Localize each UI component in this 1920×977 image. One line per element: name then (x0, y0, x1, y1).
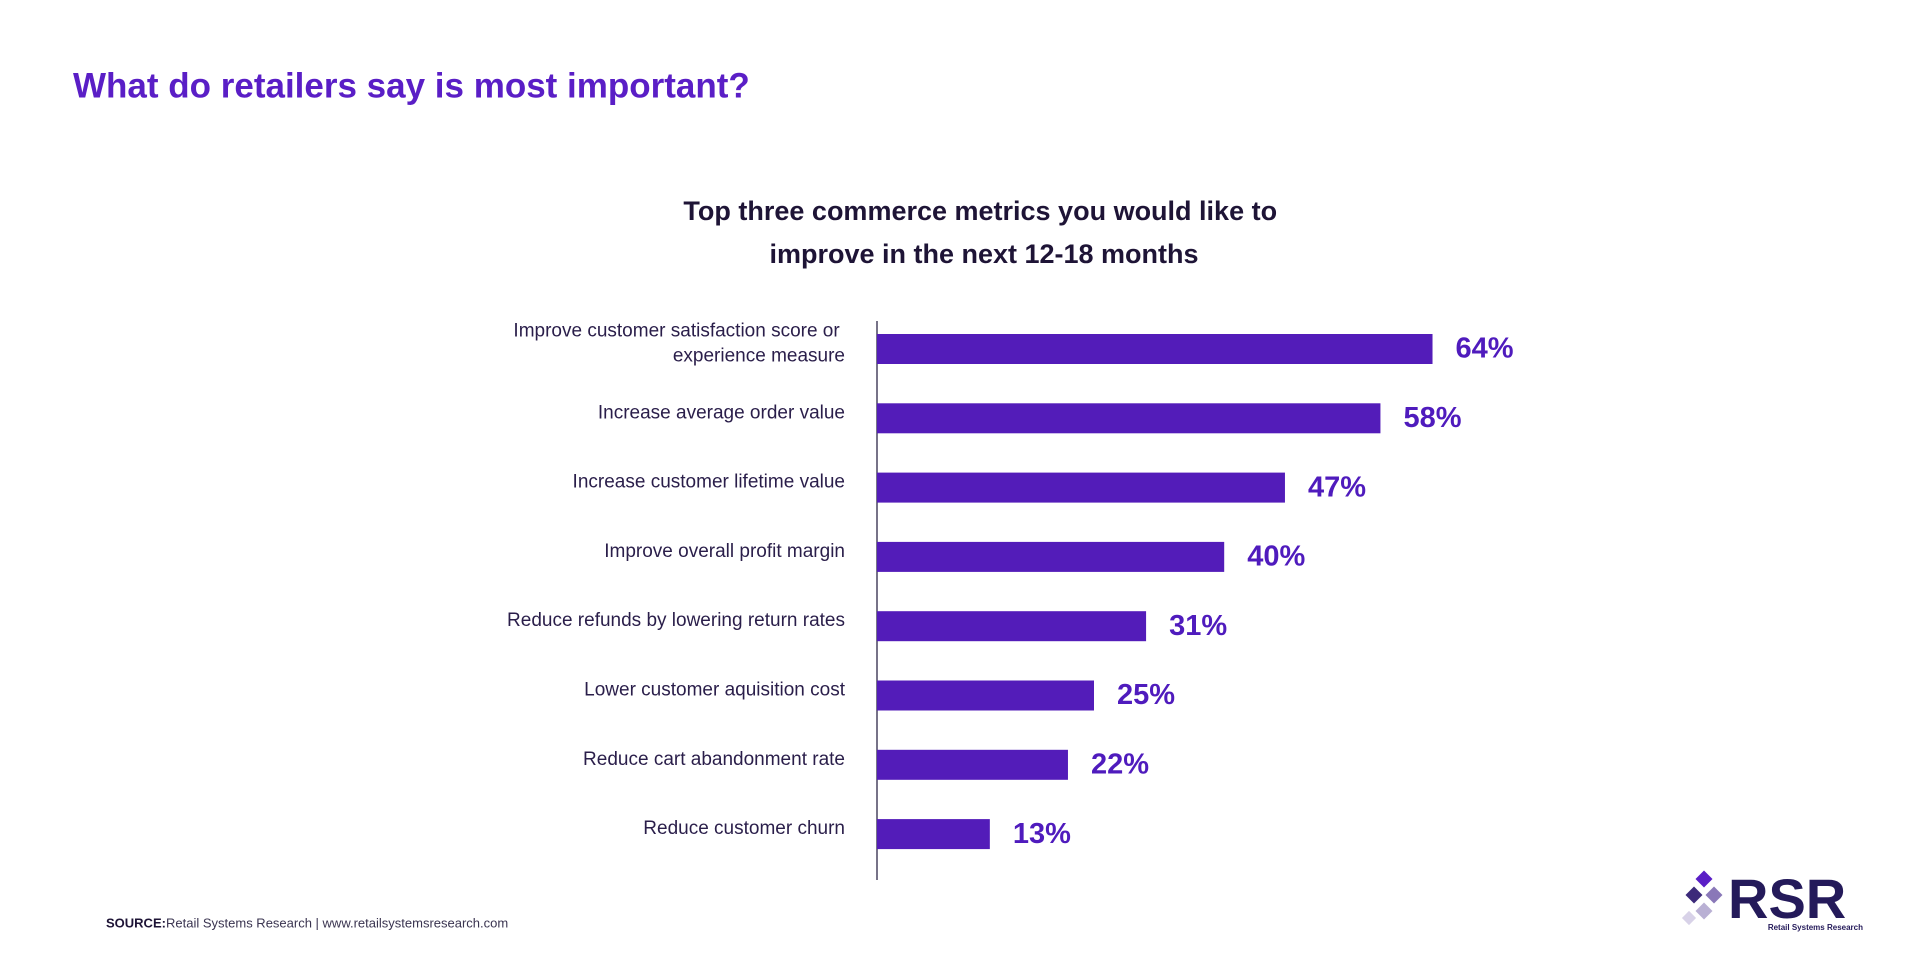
value-label: 58% (1403, 402, 1461, 434)
bar (877, 541, 1225, 572)
logo: RSR Retail Systems Research (1681, 867, 1863, 932)
logo-shape (1705, 886, 1723, 904)
category-label: Increase average order value (598, 402, 845, 423)
bar (877, 749, 1068, 780)
value-label: 25% (1117, 679, 1175, 711)
logo-shape (1695, 902, 1713, 920)
value-label: 22% (1091, 748, 1149, 780)
category-label: Improve overall profit margin (604, 541, 845, 562)
category-label: Reduce refunds by lowering return rates (507, 610, 845, 631)
category-label: Improve customer satisfaction score or e… (513, 321, 845, 367)
bar (877, 472, 1285, 503)
logo-shape (1681, 910, 1697, 926)
logo-shape (1695, 870, 1713, 888)
bar (877, 334, 1433, 364)
value-label: 47% (1308, 471, 1366, 503)
category-label: Reduce cart abandonment rate (583, 749, 845, 770)
logo-text: RSR (1728, 867, 1846, 930)
bar (877, 403, 1381, 434)
bar (877, 611, 1147, 642)
source-label: SOURCE: (106, 915, 166, 930)
value-label: 64% (1456, 333, 1514, 365)
logo-tagline: Retail Systems Research (1768, 923, 1863, 932)
category-label: Reduce customer churn (643, 818, 845, 839)
bar (877, 819, 990, 850)
value-label: 31% (1169, 610, 1227, 642)
logo-shape (1685, 886, 1703, 904)
value-label: 40% (1247, 541, 1305, 573)
category-label: Increase customer lifetime value (573, 472, 845, 493)
source-text: Retail Systems Research | www.retailsyst… (166, 915, 508, 930)
category-label: Lower customer aquisition cost (584, 680, 846, 701)
page-title: What do retailers say is most important? (73, 66, 750, 105)
bar (877, 680, 1094, 711)
value-label: 13% (1013, 818, 1071, 850)
chart-title: Top three commerce metrics you would lik… (683, 196, 1284, 269)
